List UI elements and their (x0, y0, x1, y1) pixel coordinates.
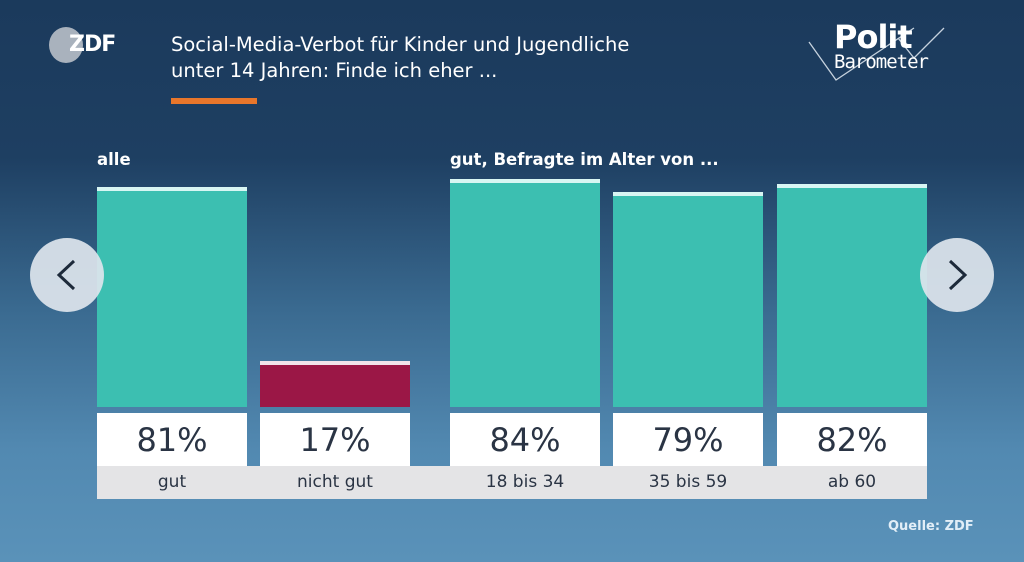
bar-gut (97, 186, 247, 407)
politbarometer-check-icon (808, 27, 945, 81)
category-label: gut (157, 472, 187, 492)
bar-cap (613, 192, 763, 197)
category-label: 35 bis 59 (648, 472, 728, 492)
title-accent-bar (171, 98, 257, 104)
chevron-right-icon (948, 259, 968, 291)
bar-18-bis-34 (450, 178, 600, 407)
politbarometer-logo-polit: Polit (834, 18, 913, 56)
bar-cap (450, 178, 600, 183)
value-label: 82% (777, 413, 927, 466)
bar-nicht-gut (260, 360, 410, 407)
category-label: 18 bis 34 (485, 472, 565, 492)
zdf-logo: ZDF (49, 27, 119, 63)
source-note: Quelle: ZDF (888, 519, 974, 534)
bar-cap (260, 360, 410, 365)
category-label: ab 60 (827, 472, 877, 492)
bar-cap (777, 183, 927, 188)
value-label: 79% (613, 413, 763, 466)
value-label: 81% (97, 413, 247, 466)
category-strip (97, 466, 927, 499)
chart-title: Social-Media-Verbot für Kinder und Jugen… (171, 32, 629, 84)
chevron-left-icon (56, 259, 76, 291)
bar-cap (97, 186, 247, 191)
bar-ab-60 (777, 183, 927, 407)
category-label: nicht gut (297, 472, 373, 492)
chart-title-line-2: unter 14 Jahren: Finde ich eher ... (171, 59, 498, 82)
group-label-all: alle (97, 150, 131, 169)
zdf-logo-circle (49, 27, 83, 63)
group-label-age: gut, Befragte im Alter von ... (450, 150, 719, 169)
value-label: 84% (450, 413, 600, 466)
zdf-logo-text: ZDF (69, 32, 116, 57)
previous-button[interactable] (30, 238, 104, 312)
chart-title-line-1: Social-Media-Verbot für Kinder und Jugen… (171, 33, 630, 56)
bar-35-bis-59 (613, 192, 763, 407)
next-button[interactable] (920, 238, 994, 312)
politbarometer-logo-barometer: Barometer (834, 51, 929, 73)
politbarometer-logo: Polit Barometer (806, 18, 966, 88)
value-label: 17% (260, 413, 410, 466)
